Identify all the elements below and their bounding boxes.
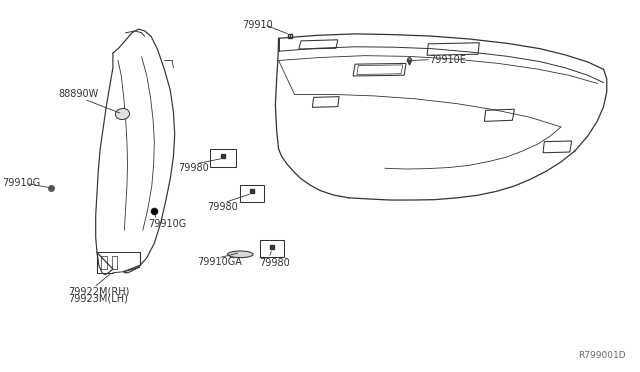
Ellipse shape <box>115 109 129 119</box>
Text: 79980: 79980 <box>207 202 238 212</box>
Text: 79980: 79980 <box>259 258 290 268</box>
Text: 79910G: 79910G <box>3 178 41 188</box>
Text: 79980: 79980 <box>179 163 209 173</box>
Text: 79910E: 79910E <box>429 55 467 65</box>
Text: 79922M(RH): 79922M(RH) <box>68 286 130 296</box>
Text: 79910GA: 79910GA <box>198 257 243 267</box>
Text: 88890W: 88890W <box>59 89 99 99</box>
Text: 79910: 79910 <box>243 20 273 30</box>
Text: R799001D: R799001D <box>579 351 626 360</box>
Text: 79923M(LH): 79923M(LH) <box>68 294 128 304</box>
Ellipse shape <box>228 251 253 258</box>
Text: 79910G: 79910G <box>148 219 186 229</box>
